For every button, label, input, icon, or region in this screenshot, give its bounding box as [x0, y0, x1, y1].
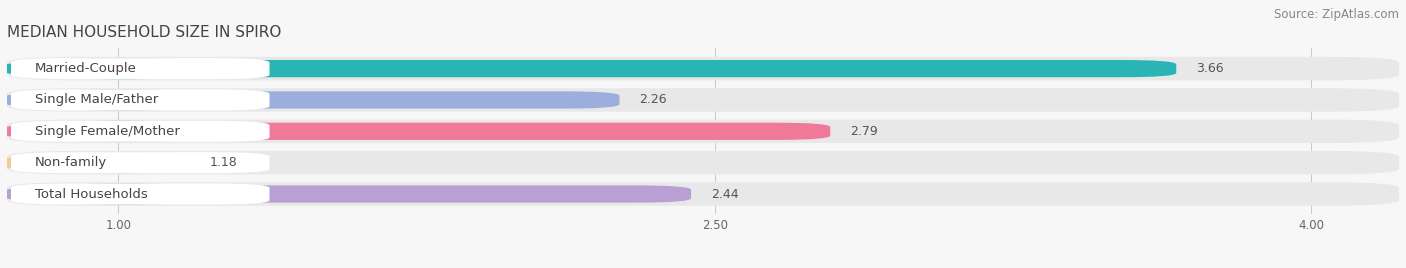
Text: 3.66: 3.66: [1197, 62, 1223, 75]
FancyBboxPatch shape: [11, 152, 270, 173]
FancyBboxPatch shape: [7, 120, 1399, 143]
Text: 2.44: 2.44: [711, 188, 738, 200]
FancyBboxPatch shape: [11, 58, 270, 79]
FancyBboxPatch shape: [11, 184, 270, 204]
FancyBboxPatch shape: [11, 90, 270, 110]
FancyBboxPatch shape: [118, 91, 620, 109]
Circle shape: [0, 184, 247, 204]
FancyBboxPatch shape: [118, 60, 1177, 77]
Text: Married-Couple: Married-Couple: [35, 62, 136, 75]
Text: Total Households: Total Households: [35, 188, 148, 200]
FancyBboxPatch shape: [118, 185, 692, 203]
Text: MEDIAN HOUSEHOLD SIZE IN SPIRO: MEDIAN HOUSEHOLD SIZE IN SPIRO: [7, 25, 281, 40]
FancyBboxPatch shape: [7, 57, 1399, 80]
FancyBboxPatch shape: [118, 154, 190, 171]
Circle shape: [0, 59, 247, 79]
Text: Single Male/Father: Single Male/Father: [35, 94, 157, 106]
Circle shape: [0, 90, 247, 110]
Text: 1.18: 1.18: [209, 156, 238, 169]
FancyBboxPatch shape: [7, 151, 1399, 174]
Text: Non-family: Non-family: [35, 156, 107, 169]
FancyBboxPatch shape: [7, 182, 1399, 206]
FancyBboxPatch shape: [7, 88, 1399, 112]
Circle shape: [0, 153, 247, 173]
Text: 2.79: 2.79: [851, 125, 877, 138]
Text: Single Female/Mother: Single Female/Mother: [35, 125, 180, 138]
Text: 2.26: 2.26: [640, 94, 666, 106]
FancyBboxPatch shape: [11, 121, 270, 142]
Text: Source: ZipAtlas.com: Source: ZipAtlas.com: [1274, 8, 1399, 21]
Circle shape: [0, 121, 247, 141]
FancyBboxPatch shape: [118, 123, 831, 140]
